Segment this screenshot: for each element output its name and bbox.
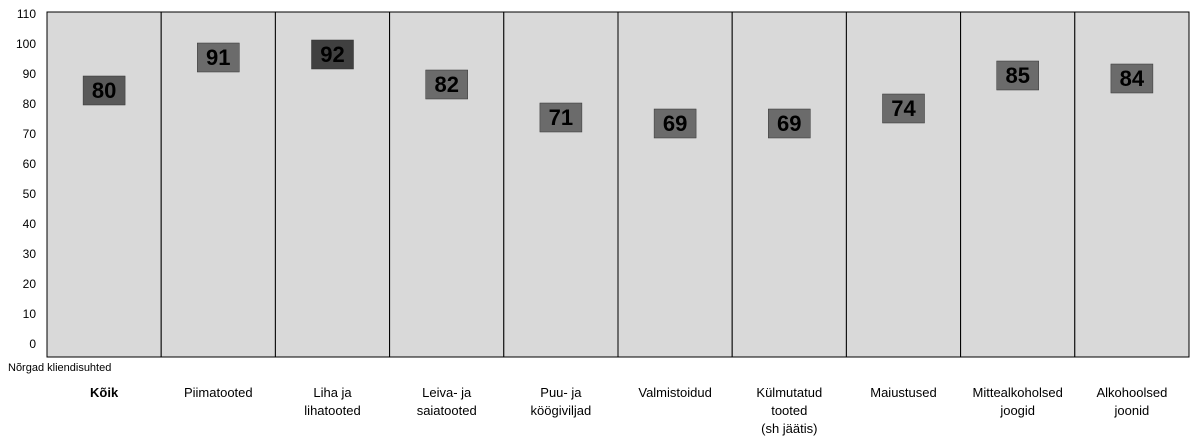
y-tick-label: 100	[16, 37, 36, 51]
value-label: 84	[1120, 66, 1145, 91]
value-label: 74	[891, 96, 916, 121]
value-marker	[996, 60, 1039, 91]
column	[503, 11, 619, 358]
x-tick-label: Valmistoidud	[638, 385, 712, 400]
x-tick-label: Külmutatud tooted (sh jäätis)	[756, 385, 823, 436]
value-marker	[197, 42, 240, 73]
column	[617, 11, 733, 358]
value-label: 69	[663, 111, 687, 136]
x-tick-label: Alkohoolsed joonid	[1096, 385, 1168, 418]
x-tick-label: Mittealkoholsed joogid	[972, 385, 1063, 418]
y-tick-label: 60	[23, 157, 37, 171]
value-marker	[653, 108, 697, 139]
column	[845, 11, 962, 358]
value-marker	[768, 108, 811, 139]
y-tick-label: 40	[23, 217, 37, 231]
column	[274, 11, 391, 358]
bottom-label: Nõrgad kliendisuhted	[8, 362, 111, 374]
column	[731, 11, 847, 358]
value-marker	[1110, 63, 1154, 94]
x-tick-label: Piimatooted	[183, 385, 253, 400]
value-label: 85	[1005, 63, 1029, 88]
y-tick-label: 90	[23, 67, 37, 81]
y-tick-label: 70	[23, 127, 37, 141]
value-marker	[425, 69, 468, 100]
y-tick-label: 30	[23, 247, 37, 261]
y-tick-label: 0	[29, 337, 36, 351]
y-tick-label: 10	[23, 307, 37, 321]
value-marker	[82, 75, 126, 106]
column	[389, 11, 505, 358]
value-label: 80	[92, 78, 116, 103]
column	[46, 11, 162, 358]
x-tick-label: Maiustused	[870, 385, 937, 400]
y-tick-label: 50	[23, 187, 37, 201]
value-label: 92	[320, 42, 344, 67]
value-label: 69	[777, 111, 801, 136]
y-tick-label: 20	[23, 277, 37, 291]
value-label: 91	[206, 45, 230, 70]
value-label: 82	[434, 72, 458, 97]
value-label: 71	[549, 105, 573, 130]
value-marker	[539, 102, 583, 133]
value-marker	[311, 39, 354, 70]
x-tick-label: Kõik	[90, 385, 119, 400]
y-tick-label: 110	[17, 7, 36, 21]
x-tick-label: Puu- ja köögiviljad	[530, 385, 592, 418]
value-marker	[882, 93, 925, 124]
y-tick-label: 80	[23, 97, 37, 111]
x-tick-label: Liha ja lihatooted	[304, 385, 361, 418]
x-tick-label: Leiva- ja saiatooted	[416, 385, 477, 418]
